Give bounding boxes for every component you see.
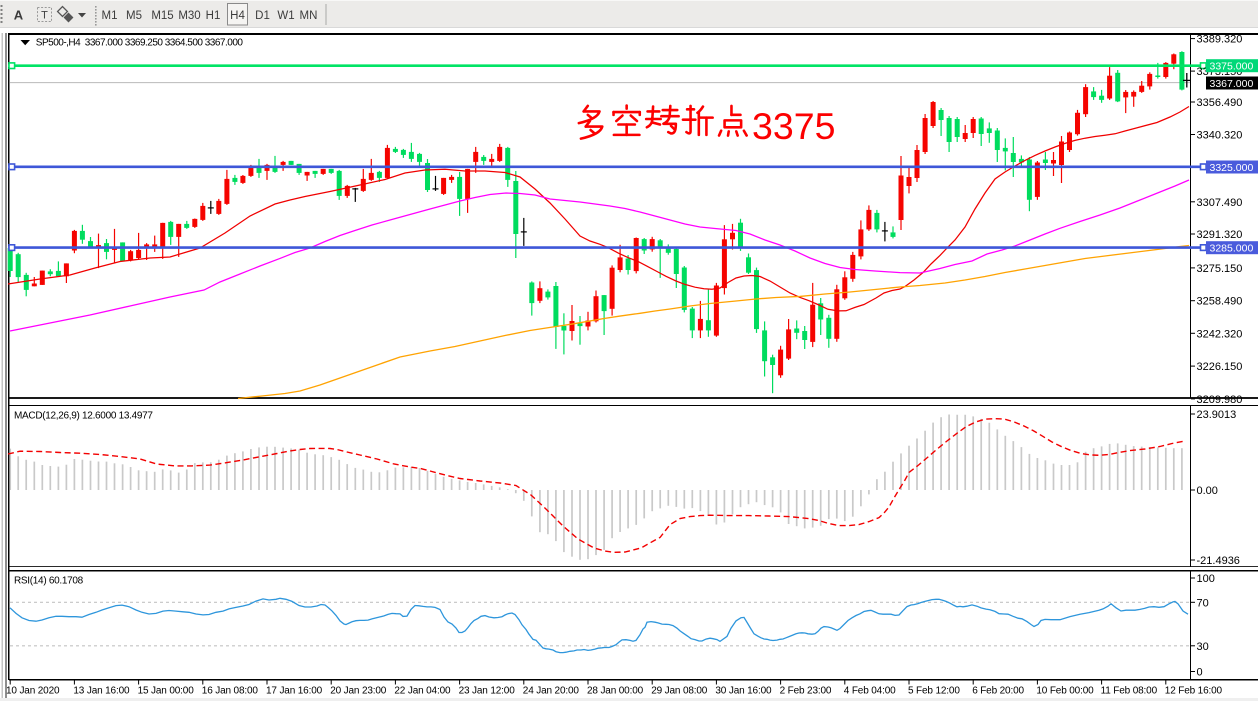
svg-text:6 Feb 20:00: 6 Feb 20:00 [972, 686, 1024, 697]
svg-text:M30: M30 [178, 10, 200, 22]
svg-text:3367.000: 3367.000 [1210, 78, 1254, 90]
svg-text:M15: M15 [151, 10, 173, 22]
svg-text:5 Feb 12:00: 5 Feb 12:00 [908, 686, 960, 697]
svg-text:0: 0 [1197, 667, 1203, 679]
svg-text:20 Jan 23:00: 20 Jan 23:00 [330, 686, 387, 697]
svg-text:30: 30 [1197, 641, 1209, 653]
svg-text:2 Feb 23:00: 2 Feb 23:00 [780, 686, 832, 697]
svg-text:11 Feb 08:00: 11 Feb 08:00 [1101, 686, 1158, 697]
svg-text:M1: M1 [102, 10, 118, 22]
svg-text:MACD(12,26,9) 12.6000 13.4977: MACD(12,26,9) 12.6000 13.4977 [14, 411, 153, 422]
svg-text:-21.4936: -21.4936 [1197, 555, 1240, 567]
svg-text:3275.150: 3275.150 [1197, 263, 1243, 275]
svg-text:29 Jan 08:00: 29 Jan 08:00 [651, 686, 708, 697]
svg-text:3291.320: 3291.320 [1197, 229, 1243, 241]
svg-text:M5: M5 [126, 10, 142, 22]
svg-text:16 Jan 08:00: 16 Jan 08:00 [202, 686, 259, 697]
svg-text:3389.320: 3389.320 [1197, 34, 1243, 46]
svg-text:T: T [41, 10, 48, 22]
svg-text:W1: W1 [277, 10, 294, 22]
svg-text:70: 70 [1197, 597, 1209, 609]
svg-text:100: 100 [1197, 573, 1215, 585]
svg-text:3340.320: 3340.320 [1197, 130, 1243, 142]
svg-text:0.00: 0.00 [1197, 485, 1218, 497]
svg-text:H4: H4 [230, 10, 245, 22]
svg-text:24 Jan 20:00: 24 Jan 20:00 [523, 686, 580, 697]
svg-text:22 Jan 04:00: 22 Jan 04:00 [394, 686, 451, 697]
svg-text:10 Jan 2020: 10 Jan 2020 [6, 686, 60, 697]
svg-text:A: A [14, 8, 24, 23]
svg-text:30 Jan 16:00: 30 Jan 16:00 [715, 686, 772, 697]
svg-text:3375: 3375 [752, 105, 835, 147]
svg-text:13 Jan 16:00: 13 Jan 16:00 [73, 686, 130, 697]
svg-text:17 Jan 16:00: 17 Jan 16:00 [266, 686, 323, 697]
svg-text:12 Feb 16:00: 12 Feb 16:00 [1165, 686, 1223, 697]
svg-text:RSI(14) 60.1708: RSI(14) 60.1708 [14, 576, 84, 587]
svg-text:10 Feb 00:00: 10 Feb 00:00 [1036, 686, 1094, 697]
svg-text:23.9013: 23.9013 [1197, 409, 1237, 421]
svg-text:SP500-,H4 3367.000 3369.250 3: SP500-,H4 3367.000 3369.250 3364.500 336… [36, 37, 244, 48]
svg-text:3325.000: 3325.000 [1210, 162, 1254, 174]
svg-text:3356.490: 3356.490 [1197, 97, 1243, 109]
svg-text:3242.320: 3242.320 [1197, 328, 1243, 340]
svg-text:3285.000: 3285.000 [1210, 243, 1254, 255]
svg-text:3258.490: 3258.490 [1197, 296, 1243, 308]
svg-text:28 Jan 00:00: 28 Jan 00:00 [587, 686, 644, 697]
svg-text:23 Jan 12:00: 23 Jan 12:00 [459, 686, 516, 697]
svg-text:3307.490: 3307.490 [1197, 197, 1243, 209]
svg-text:15 Jan 00:00: 15 Jan 00:00 [138, 686, 195, 697]
svg-text:3209.980: 3209.980 [1197, 394, 1243, 406]
svg-text:MN: MN [300, 10, 318, 22]
svg-text:4 Feb 04:00: 4 Feb 04:00 [844, 686, 896, 697]
svg-text:3226.150: 3226.150 [1197, 361, 1243, 373]
svg-text:3375.000: 3375.000 [1210, 61, 1254, 73]
svg-text:D1: D1 [255, 10, 270, 22]
svg-text:H1: H1 [206, 10, 221, 22]
